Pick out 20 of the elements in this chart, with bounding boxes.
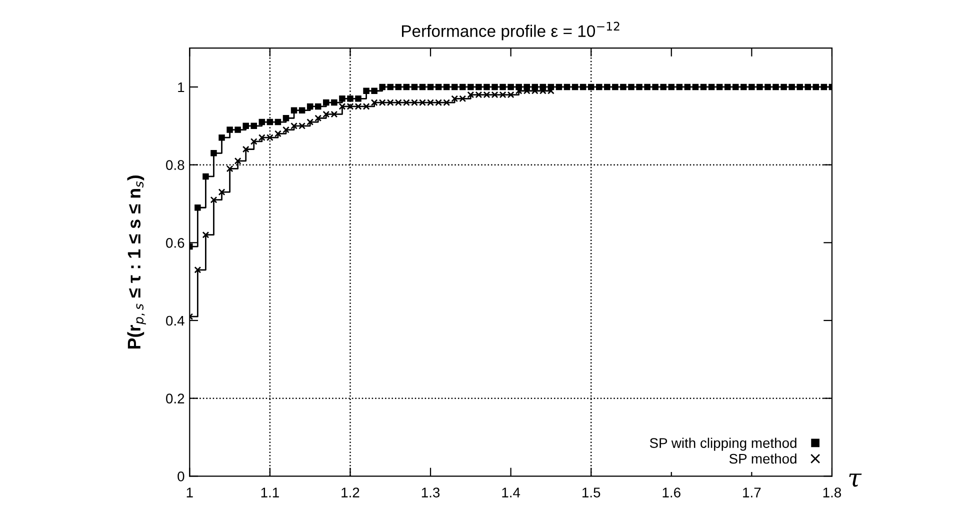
x-tick-label: 1.8 xyxy=(823,488,842,498)
x-tick-label: 1 xyxy=(186,488,193,498)
y-tick-label: 0 xyxy=(178,471,184,482)
x-tick-label: 1.3 xyxy=(422,488,440,498)
x-tick-label: 1.5 xyxy=(582,488,600,498)
x-tick-label: 1.4 xyxy=(502,488,520,498)
chart-title: Performance profile ε = 10$^{−12}$ xyxy=(402,22,620,40)
legend-label: SP with clipping method xyxy=(650,438,796,451)
y-axis-title: P(r$_{p,s}$ ≤ τ : 1 ≤ s ≤ n$_{s}$) xyxy=(127,176,146,349)
x-tick-label: 1.2 xyxy=(342,488,360,498)
y-tick-label: 0.6 xyxy=(166,238,184,248)
x-axis-title: τ xyxy=(849,474,862,487)
legend-label: SP method xyxy=(729,453,796,464)
y-tick-label: 0.2 xyxy=(166,394,184,404)
y-tick-label: 0.8 xyxy=(166,160,184,170)
x-tick-label: 1.1 xyxy=(261,488,279,498)
y-tick-label: 1 xyxy=(178,82,184,92)
y-tick-label: 0.4 xyxy=(166,316,184,326)
x-tick-label: 1.7 xyxy=(743,488,761,498)
x-tick-label: 1.6 xyxy=(662,488,680,498)
